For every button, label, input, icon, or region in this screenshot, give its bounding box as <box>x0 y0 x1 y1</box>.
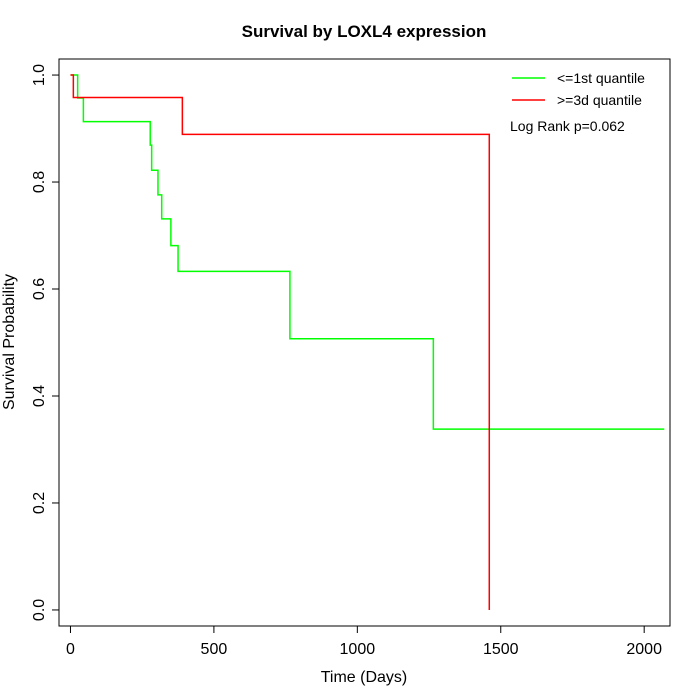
x-tick-label: 2000 <box>626 641 662 658</box>
log-rank-annotation: Log Rank p=0.062 <box>510 118 625 134</box>
x-tick-label: 0 <box>66 641 75 658</box>
chart-title: Survival by LOXL4 expression <box>242 22 487 41</box>
series-line-low <box>70 74 665 430</box>
x-tick-label: 1000 <box>340 641 376 658</box>
legend-label-low: <=1st quantile <box>557 70 645 86</box>
x-axis: 0 500 1000 1500 2000 <box>66 625 662 658</box>
y-tick-label: 0.6 <box>31 278 48 300</box>
x-axis-label: Time (Days) <box>321 669 408 686</box>
legend-label-high: >=3d quantile <box>557 92 642 108</box>
y-tick-label: 0.4 <box>31 385 48 407</box>
y-tick-label: 0.8 <box>31 171 48 193</box>
series-layer <box>70 74 665 610</box>
x-tick-label: 500 <box>201 641 228 658</box>
y-axis-label: Survival Probability <box>1 274 18 410</box>
y-tick-label: 0.0 <box>31 599 48 621</box>
series-line-high <box>70 74 491 610</box>
y-axis: 0.0 0.2 0.4 0.6 0.8 1.0 <box>31 64 60 621</box>
legend: <=1st quantile >=3d quantile Log Rank p=… <box>510 70 645 134</box>
x-tick-label: 1500 <box>483 641 519 658</box>
y-tick-label: 0.2 <box>31 492 48 514</box>
y-tick-label: 1.0 <box>31 64 48 86</box>
